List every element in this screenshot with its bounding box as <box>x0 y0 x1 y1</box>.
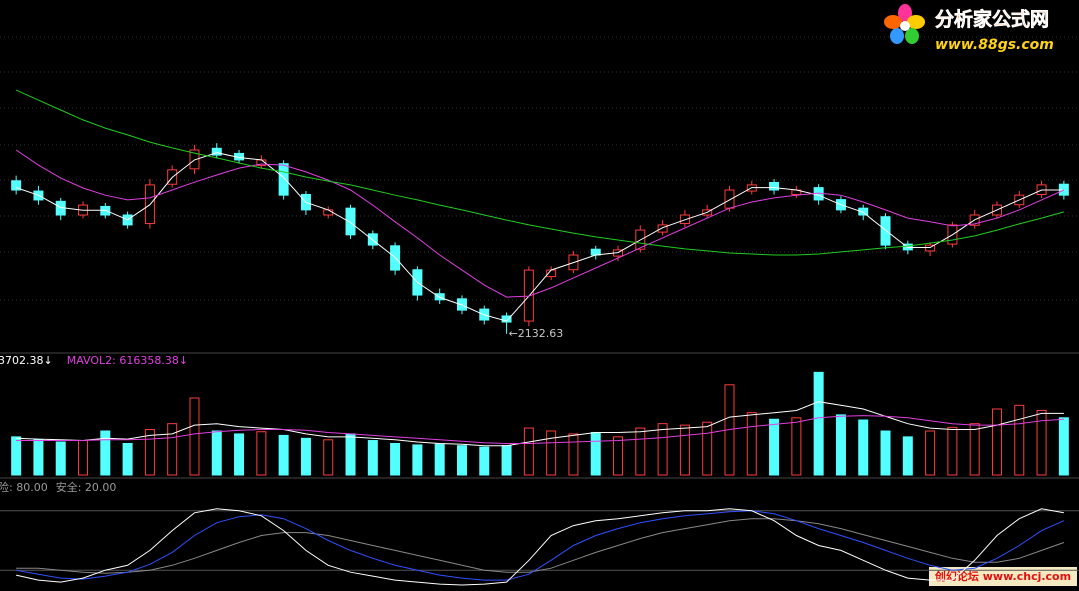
volume-bar <box>835 414 846 476</box>
level-label: 安全: 20.00 <box>56 480 117 494</box>
candle-body <box>657 224 668 233</box>
volume-bar <box>78 440 89 476</box>
volume-bar <box>33 439 44 476</box>
legend-entry: MAVOL2: 616358.38↓ <box>67 354 188 367</box>
volume-bar <box>679 424 690 476</box>
watermark: 创幻论坛 www.chcj.com <box>934 569 1071 583</box>
candle-body <box>880 216 891 246</box>
watermark-bg <box>929 567 1077 586</box>
volume-bar <box>546 430 557 476</box>
volume-bar <box>122 442 133 476</box>
indicator-line <box>15 508 1064 586</box>
volume-bar <box>367 440 378 476</box>
indicator-line <box>15 149 1065 298</box>
indicator-line <box>16 510 1065 581</box>
volume-bar <box>791 417 802 476</box>
volume-bar <box>501 445 512 476</box>
volume-bar <box>434 443 445 476</box>
volume-bar <box>189 397 200 476</box>
volume-bar <box>345 433 356 476</box>
volume-bar <box>456 445 467 476</box>
volume-bar <box>300 437 311 476</box>
candle-body <box>590 248 601 256</box>
volume-bar <box>523 427 534 476</box>
logo-petal <box>898 4 912 22</box>
volume-bar <box>925 430 936 476</box>
volume-bar <box>746 412 757 476</box>
low-annotation: ←2132.63 <box>509 327 564 340</box>
volume-bar <box>657 423 668 476</box>
logo-petal <box>890 28 904 44</box>
candle-body <box>211 147 222 156</box>
volume-bar <box>100 430 111 476</box>
candle-body <box>345 207 356 236</box>
volume-bar <box>144 429 155 476</box>
logo-petal <box>907 15 925 29</box>
indicator-line <box>15 152 1064 322</box>
candle-body <box>724 189 735 209</box>
volume-bar <box>902 436 913 476</box>
volume-bar <box>211 430 222 476</box>
candle-body <box>323 209 334 216</box>
volume-bar <box>278 434 289 476</box>
volume-bar <box>323 439 334 476</box>
volume-bar <box>11 436 22 476</box>
logo-title: 分析家公式网 <box>935 8 1049 31</box>
volume-bar <box>55 441 66 476</box>
indicator-line <box>16 415 1064 444</box>
logo-petal <box>905 28 919 44</box>
volume-bar <box>167 423 178 476</box>
indicator-line <box>15 89 1065 256</box>
volume-bar <box>390 442 401 476</box>
candle-body <box>278 163 289 196</box>
indicator-line <box>16 518 1065 574</box>
volume-bar <box>1058 417 1069 476</box>
logo: 分析家公式网 www.88gs.com <box>884 4 1054 53</box>
volume-bar <box>769 418 780 476</box>
volume-bar <box>858 419 869 476</box>
indicator-line <box>16 401 1064 447</box>
volume-bar <box>568 433 579 476</box>
volume-bar <box>1014 404 1025 476</box>
legend-entry: 3702.38↓ <box>0 354 53 367</box>
candle-body <box>858 207 869 216</box>
candle-body <box>434 293 445 301</box>
logo-center <box>900 21 910 31</box>
volume-bar <box>590 431 601 476</box>
candle-body <box>456 298 467 311</box>
logo-petal <box>884 15 902 29</box>
volume-bar <box>880 430 891 476</box>
volume-bar <box>635 427 646 476</box>
volume-bar <box>412 444 423 476</box>
volume-bar <box>234 433 245 476</box>
candle-body <box>925 244 936 252</box>
logo-url: www.88gs.com <box>935 37 1054 53</box>
candle-body <box>501 315 512 323</box>
level-label: 险: 80.00 <box>0 480 48 494</box>
volume-bar <box>479 446 490 476</box>
volume-bar <box>991 408 1002 476</box>
volume-bar <box>1036 409 1047 476</box>
volume-bar <box>256 431 267 476</box>
candle-body <box>11 180 22 191</box>
volume-bar <box>813 371 824 476</box>
volume-bar <box>702 421 713 476</box>
volume-bar <box>947 426 958 476</box>
volume-bar <box>969 423 980 476</box>
candle-body <box>769 182 780 191</box>
volume-bar <box>613 436 624 476</box>
